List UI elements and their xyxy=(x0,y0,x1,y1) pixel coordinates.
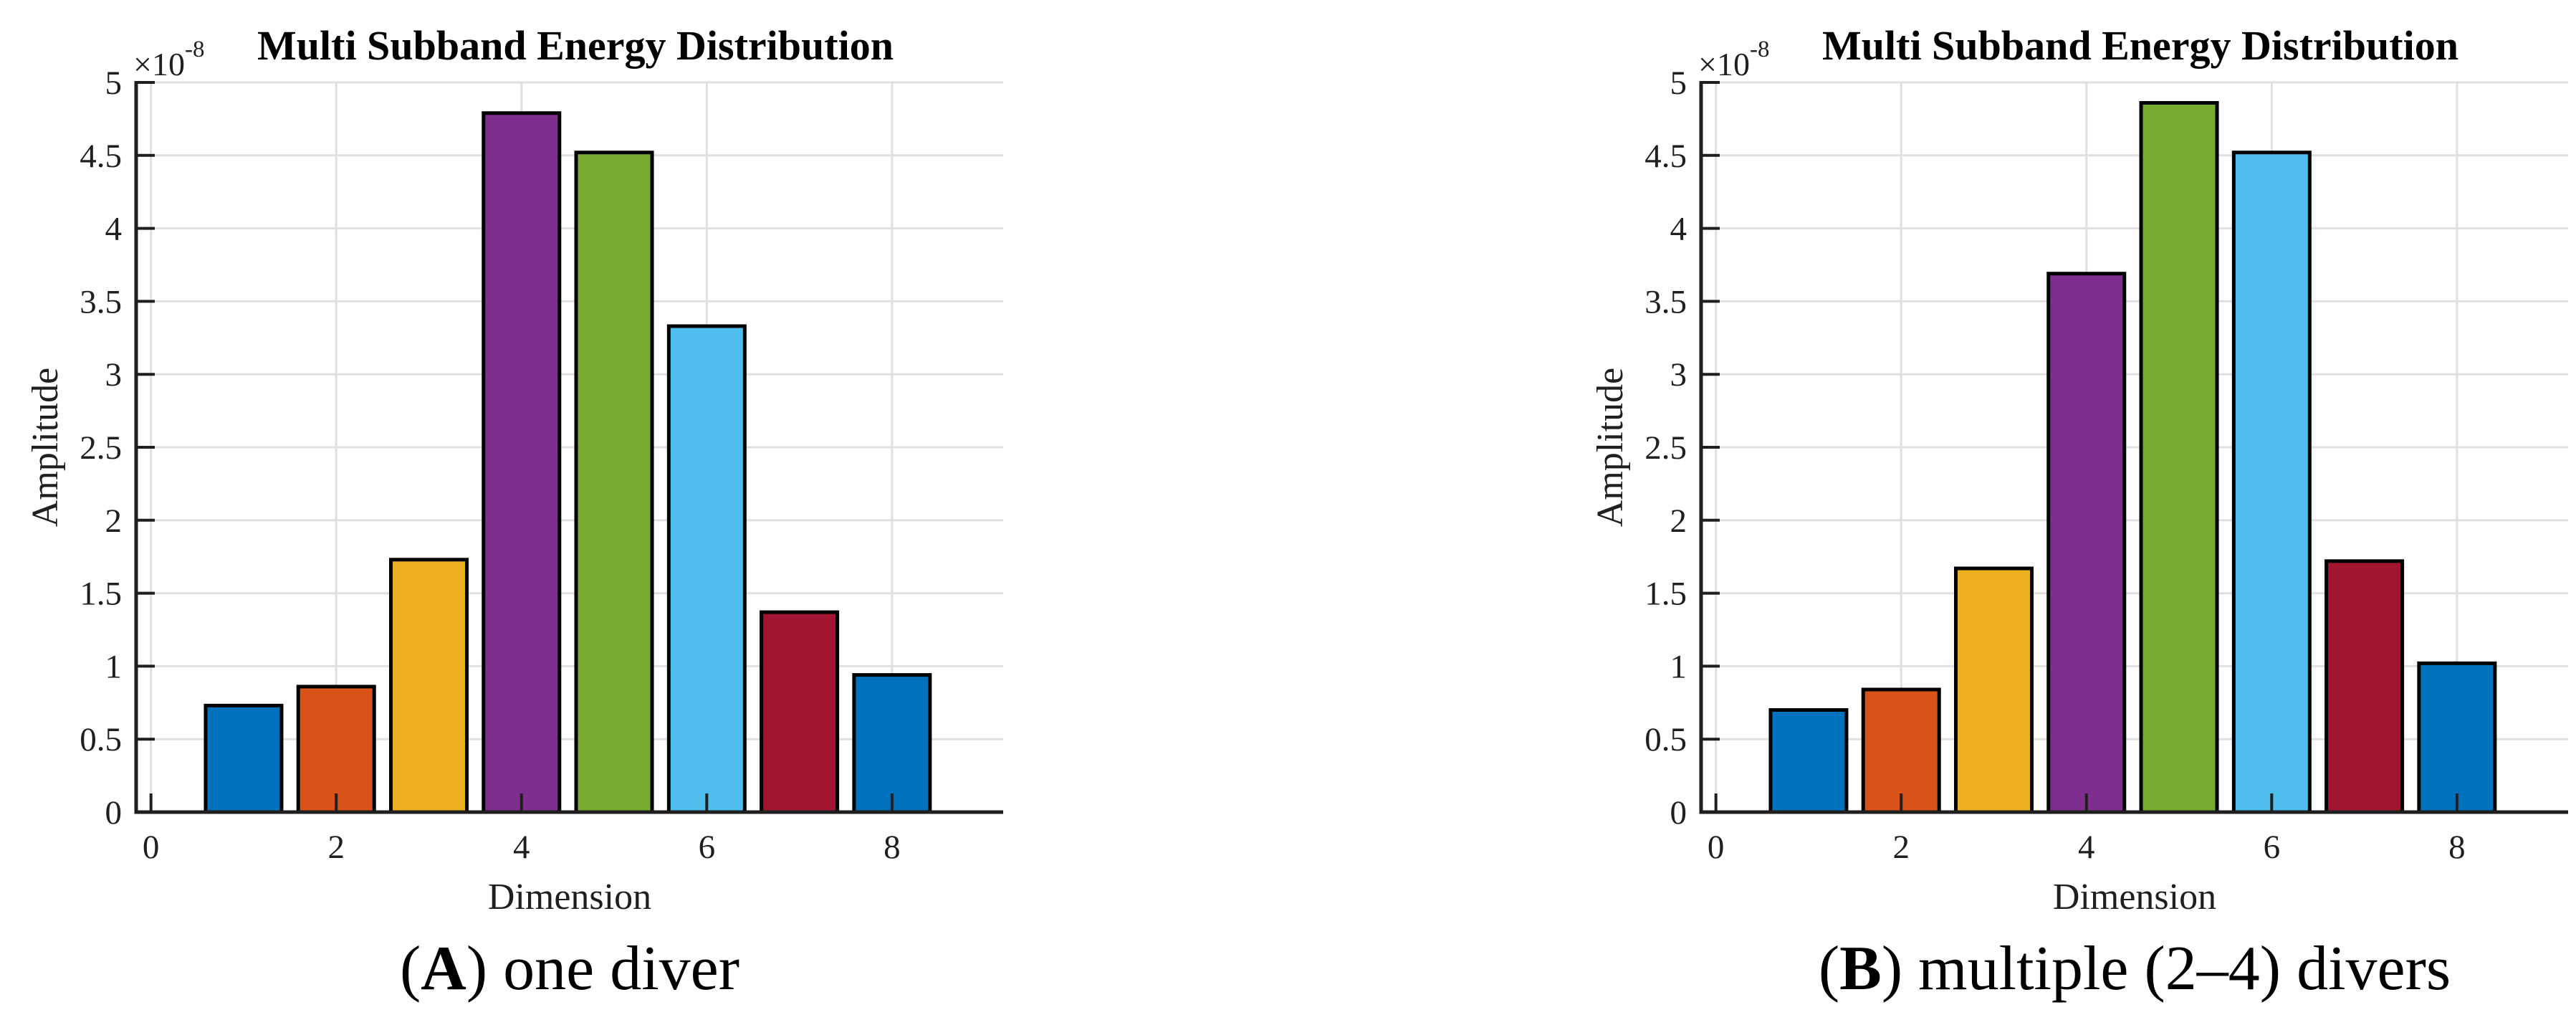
y-tick-label: 3 xyxy=(105,356,123,394)
bar-chart-a-canvas: 0 0.5 1 1.5 2 2.5 3 3.5 4 4.5 5 0 2 4 6 8 ×10-8 Multi Sub… xyxy=(25,22,1003,917)
bar-dimension-1 xyxy=(1768,707,1849,814)
subfigure-a-caption: (A) one diver xyxy=(107,938,1032,1001)
bar-dimension-6 xyxy=(2231,151,2312,814)
x-tick-label: 4 xyxy=(2078,829,2095,866)
x-tick-label: 2 xyxy=(327,829,345,866)
y-tick-label: 0.5 xyxy=(1644,721,1687,758)
x-tick-label: 8 xyxy=(884,829,901,866)
bar-dimension-1 xyxy=(204,703,284,814)
caption-a-paren-open: ( xyxy=(399,934,421,1003)
y-tick-label: 4 xyxy=(105,211,123,248)
y-tick-label: 1 xyxy=(105,648,123,685)
y-tick-label: 0 xyxy=(105,794,123,831)
x-axis-label: Dimension xyxy=(2053,877,2216,917)
subfigure-b-caption: (B) multiple (2–4) divers xyxy=(1672,938,2576,1001)
x-axis-label: Dimension xyxy=(488,877,651,917)
x-tick-label: 8 xyxy=(2448,829,2466,866)
bar-dimension-5 xyxy=(574,151,654,814)
bar-dimension-4 xyxy=(482,111,562,814)
x-tick-label: 6 xyxy=(699,829,716,866)
bar-chart-b-canvas: 0 0.5 1 1.5 2 2.5 3 3.5 4 4.5 5 0 2 4 6 8 ×10-8 Multi Sub… xyxy=(1590,22,2568,917)
y-tick-label: 2 xyxy=(1670,502,1687,540)
y-axis-label: Amplitude xyxy=(1590,368,1631,527)
bar-dimension-6 xyxy=(666,324,747,814)
y-tick-label: 3.5 xyxy=(80,283,122,320)
x-tick-label: 6 xyxy=(2264,829,2281,866)
y-tick-label: 5 xyxy=(105,65,123,102)
bar-dimension-3 xyxy=(389,558,469,814)
chart-title: Multi Subband Energy Distribution xyxy=(1822,22,2458,69)
caption-a-tag: A xyxy=(421,934,466,1003)
y-axis-multiplier: ×10-8 xyxy=(1698,37,1769,82)
caption-b-paren-open: ( xyxy=(1818,934,1840,1003)
y-tick-label: 1.5 xyxy=(80,576,122,613)
caption-a-text: ) one diver xyxy=(466,934,740,1003)
bar-dimension-5 xyxy=(2139,101,2219,814)
y-tick-label: 1 xyxy=(1670,648,1687,685)
y-axis-multiplier: ×10-8 xyxy=(133,37,204,82)
y-tick-label: 2 xyxy=(105,502,123,540)
y-axis-label: Amplitude xyxy=(25,368,66,527)
y-tick-label: 2.5 xyxy=(80,429,122,467)
y-tick-label: 4.5 xyxy=(80,138,122,175)
bar-dimension-7 xyxy=(760,610,840,814)
bar-dimension-8 xyxy=(2417,661,2497,814)
y-tick-label: 4 xyxy=(1670,211,1687,248)
bar-dimension-3 xyxy=(1954,566,2034,814)
x-tick-label: 2 xyxy=(1892,829,1910,866)
y-tick-label: 1.5 xyxy=(1644,576,1687,613)
bar-dimension-7 xyxy=(2324,559,2405,814)
y-tick-label: 2.5 xyxy=(1644,429,1687,467)
y-tick-label: 3.5 xyxy=(1644,283,1687,320)
bar-dimension-8 xyxy=(852,673,932,814)
subfigure-b: 0 0.5 1 1.5 2 2.5 3 3.5 4 4.5 5 0 2 4 6 8 ×10-8 Multi Sub… xyxy=(1565,0,2576,1025)
y-tick-label: 4.5 xyxy=(1644,138,1687,175)
x-tick-label: 0 xyxy=(143,829,160,866)
chart-title: Multi Subband Energy Distribution xyxy=(257,22,894,69)
bar-dimension-2 xyxy=(296,685,376,814)
y-tick-label: 0 xyxy=(1670,794,1687,831)
caption-b-text: ) multiple (2–4) divers xyxy=(1881,934,2451,1003)
x-tick-label: 0 xyxy=(1708,829,1725,866)
x-tick-label: 4 xyxy=(513,829,530,866)
y-tick-label: 3 xyxy=(1670,356,1687,394)
y-tick-label: 5 xyxy=(1670,65,1687,102)
caption-b-tag: B xyxy=(1839,934,1882,1003)
subfigure-a: 0 0.5 1 1.5 2 2.5 3 3.5 4 4.5 5 0 2 4 6 8 ×10-8 Multi Sub… xyxy=(0,0,1018,1025)
y-tick-label: 0.5 xyxy=(80,721,122,758)
bar-dimension-4 xyxy=(2046,272,2127,814)
